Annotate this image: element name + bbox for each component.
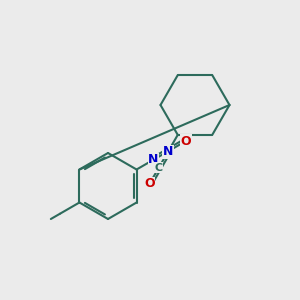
Text: N: N [148, 153, 159, 166]
Text: N: N [163, 145, 173, 158]
Text: O: O [180, 135, 191, 148]
Text: O: O [144, 178, 155, 190]
Text: C: C [166, 146, 174, 155]
Text: C: C [154, 163, 163, 173]
